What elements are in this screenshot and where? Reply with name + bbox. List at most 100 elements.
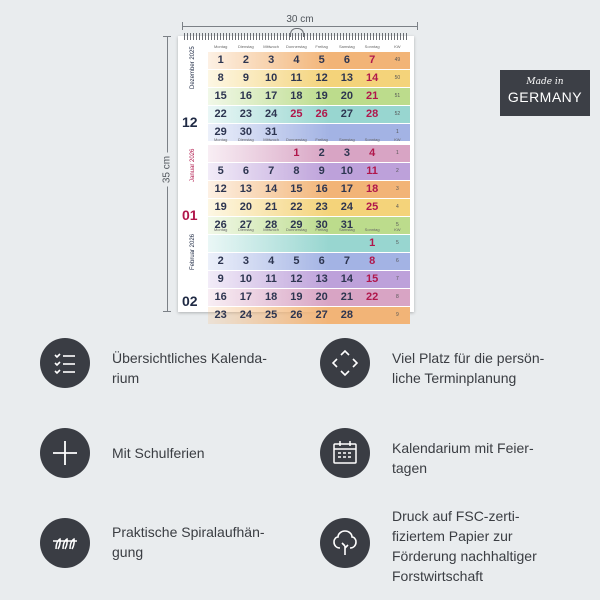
month-name: Februar 2026 [190, 233, 196, 270]
day-cell: 24 [239, 309, 252, 321]
badge-line1: Made in [526, 77, 564, 87]
day-cell: 26 [315, 108, 328, 120]
day-header: Donnerstag [286, 137, 307, 142]
day-cell: 29 [290, 219, 303, 231]
feature-item: Viel Platz für die persön-liche Terminpl… [320, 338, 590, 398]
day-cell: 18 [290, 90, 303, 102]
width-dimension: 30 cm [182, 14, 418, 30]
day-cell: 30 [239, 126, 252, 138]
week-row: 23 24 25 26 27 28 9 [208, 307, 410, 324]
week-number: 4 [395, 204, 399, 210]
week-row: 9 10 11 12 13 14 15 7 [208, 271, 410, 288]
feature-text: Druck auf FSC-zerti-fiziertem Papier zur… [392, 506, 572, 586]
week-number: 7 [395, 276, 399, 282]
day-cell: 15 [290, 183, 303, 195]
day-cell: 1 [369, 237, 376, 249]
day-cell: 25 [265, 309, 278, 321]
day-cell: 17 [239, 291, 252, 303]
feature-item: Druck auf FSC-zerti-fiziertem Papier zur… [320, 508, 590, 584]
day-header: Mittwoch [263, 137, 280, 142]
day-header: Freitag [315, 227, 328, 232]
day-cell: 1 [217, 54, 224, 66]
week-row: 19 20 21 22 23 24 25 4 [208, 199, 410, 216]
day-cell: 23 [315, 201, 328, 213]
day-header: Montag [213, 44, 228, 49]
feature-text-line: gung [112, 544, 144, 560]
month-block: Februar 2026 02 Montag Dienstag Mittwoch Donn… [178, 225, 414, 324]
feature-text-line: liche Terminplanung [392, 370, 517, 386]
day-cell: 8 [217, 72, 224, 84]
day-header: Sonntag [364, 137, 380, 142]
feature-text-line: Übersichtliches Kalenda- [112, 350, 267, 366]
day-cell: 19 [290, 291, 303, 303]
day-header: Dienstag [237, 137, 254, 142]
day-cell: 24 [340, 201, 353, 213]
day-cell: 14 [265, 183, 278, 195]
day-cell: 9 [217, 273, 224, 285]
day-cell: 10 [265, 72, 278, 84]
day-cell: 27 [315, 309, 328, 321]
month-number: 02 [182, 293, 198, 309]
day-cell: 16 [315, 183, 328, 195]
day-cell: 19 [315, 90, 328, 102]
day-cell: 1 [293, 147, 300, 159]
day-cell: 23 [239, 108, 252, 120]
day-cell: 8 [293, 165, 300, 177]
day-cell: 12 [315, 72, 328, 84]
day-header: Mittwoch [263, 227, 280, 232]
day-cell: 2 [242, 54, 249, 66]
day-header: Sonntag [364, 44, 380, 49]
feature-text-line: Viel Platz für die persön- [392, 350, 545, 366]
plus-icon [40, 428, 90, 478]
week-row: 1 2 3 4 5 6 7 49 [208, 52, 410, 69]
week-number: 5 [395, 240, 399, 246]
day-cell: 25 [366, 201, 379, 213]
day-cell: 6 [318, 255, 325, 267]
expand-arrows-icon [320, 338, 370, 388]
day-cell: 14 [366, 72, 379, 84]
week-number: 51 [394, 93, 401, 99]
day-cell [259, 145, 284, 162]
month-block: Januar 2026 01 Montag Dienstag Mittwoch Donne… [178, 135, 414, 234]
day-cell: 11 [290, 72, 303, 84]
spiral-binding [184, 33, 408, 40]
feature-text-line: Forstwirtschaft [392, 568, 484, 584]
day-header: KW [394, 227, 401, 232]
feature-text-line: Druck auf FSC-zerti- [392, 508, 520, 524]
day-cell [233, 235, 258, 252]
day-cell: 31 [340, 219, 353, 231]
badge-line2: GERMANY [507, 89, 583, 105]
day-cell: 21 [265, 201, 278, 213]
day-cell: 7 [343, 255, 350, 267]
height-dimension: 35 cm [158, 36, 173, 312]
day-cell [208, 235, 233, 252]
month-name: Dezember 2025 [190, 46, 196, 89]
month-block: Dezember 2025 12 Montag Dienstag Mittwoch Don… [178, 42, 414, 141]
day-cell: 12 [214, 183, 227, 195]
week-number: 52 [394, 111, 401, 117]
day-cell: 3 [242, 255, 249, 267]
day-cell: 5 [318, 54, 325, 66]
feature-text-line: Förderung nachhaltiger [392, 548, 537, 564]
week-number: 3 [395, 186, 399, 192]
spiral-icon [40, 518, 90, 568]
day-header: Freitag [315, 137, 328, 142]
week-number: 8 [395, 294, 399, 300]
day-cell: 9 [242, 72, 249, 84]
day-cell [309, 235, 334, 252]
feature-text-line: Praktische Spiralaufhän- [112, 524, 265, 540]
month-number: 01 [182, 207, 198, 223]
day-cell: 11 [265, 273, 277, 285]
day-header: Sonntag [364, 227, 380, 232]
day-header: Mittwoch [263, 44, 280, 49]
day-header: Dienstag [237, 44, 254, 49]
month-number: 12 [182, 114, 198, 130]
day-cell: 8 [369, 255, 376, 267]
day-cell: 19 [214, 201, 227, 213]
week-row: 29 30 31 1 [208, 124, 410, 141]
feature-text: Mit Schulferien [112, 443, 292, 463]
week-row: 5 6 7 8 9 10 11 2 [208, 163, 410, 180]
day-cell: 21 [366, 90, 379, 102]
day-cell [334, 235, 359, 252]
